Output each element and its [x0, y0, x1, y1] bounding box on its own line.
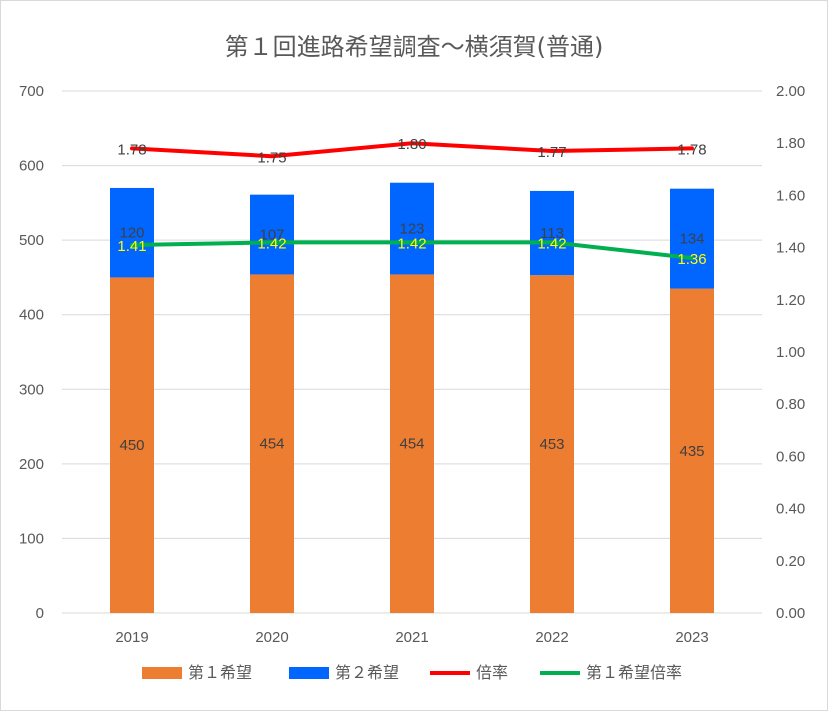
legend-label: 倍率	[476, 663, 508, 682]
y-right-tick-label: 0.40	[776, 501, 805, 518]
bar-first-choice-label: 454	[399, 436, 424, 453]
chart-title: 第１回進路希望調査～横須賀(普通)	[224, 33, 604, 61]
x-tick-label: 2019	[115, 629, 148, 646]
line-ratio	[130, 141, 694, 159]
line-ratio-label: 1.77	[537, 144, 566, 161]
line-first-ratio-label: 1.36	[677, 251, 706, 268]
bar-second-choice	[250, 194, 294, 275]
bar-second-choice	[530, 190, 574, 276]
y-left-tick-label: 500	[19, 232, 44, 249]
bar-first-choice	[250, 274, 294, 613]
bar-second-choice-label: 134	[679, 231, 704, 248]
line-first-ratio-label: 1.42	[257, 235, 286, 252]
y-left-tick-label: 300	[19, 381, 44, 398]
x-tick-label: 2021	[395, 629, 428, 646]
line-first-ratio-label: 1.41	[117, 238, 146, 255]
bar-second-choice	[390, 182, 434, 275]
bar-second-choice-label: 107	[259, 227, 284, 244]
x-tick-label: 2020	[255, 629, 288, 646]
bar-second-choice-label: 123	[399, 221, 424, 238]
line-ratio-label: 1.78	[117, 141, 146, 158]
x-tick-label: 2022	[535, 629, 568, 646]
y-left-tick-label: 400	[19, 307, 44, 324]
y-left-tick-label: 200	[19, 456, 44, 473]
legend-label: 第２希望	[335, 663, 399, 682]
bar-second-choice-label: 113	[540, 225, 564, 242]
legend-swatch	[142, 667, 182, 679]
legend-swatch	[289, 667, 329, 679]
y-right-tick-label: 0.60	[776, 448, 805, 465]
line-ratio-label: 1.75	[257, 149, 286, 166]
y-right-tick-label: 1.00	[776, 344, 805, 361]
y-right-tick-label: 1.20	[776, 292, 805, 309]
x-tick-label: 2023	[675, 629, 708, 646]
y-left-tick-label: 100	[19, 530, 44, 547]
line-first-ratio-label: 1.42	[397, 235, 426, 252]
bar-first-choice-label: 435	[679, 443, 704, 460]
bar-second-choice-label: 120	[119, 225, 144, 242]
bar-second-choice	[110, 187, 154, 278]
bar-first-choice-label: 453	[539, 436, 564, 453]
bar-first-choice-label: 454	[259, 436, 284, 453]
bar-first-choice	[670, 288, 714, 613]
legend-label: 第１希望倍率	[586, 663, 682, 682]
bar-first-choice-label: 450	[119, 437, 144, 454]
legend-label: 第１希望	[188, 663, 252, 682]
y-right-tick-label: 2.00	[776, 83, 805, 100]
line-ratio-label: 1.78	[677, 141, 706, 158]
line-first-ratio	[130, 240, 694, 261]
y-right-tick-label: 1.40	[776, 240, 805, 257]
y-right-tick-label: 1.80	[776, 135, 805, 152]
bar-first-choice	[390, 274, 434, 613]
y-right-tick-label: 0.00	[776, 605, 805, 622]
bar-first-choice	[110, 277, 154, 613]
line-ratio-label: 1.80	[397, 136, 426, 153]
y-left-tick-label: 700	[19, 83, 44, 100]
y-right-tick-label: 1.60	[776, 187, 805, 204]
y-left-tick-label: 0	[36, 605, 44, 622]
line-first-ratio-label: 1.42	[537, 235, 566, 252]
y-right-tick-label: 0.20	[776, 553, 805, 570]
y-right-tick-label: 0.80	[776, 396, 805, 413]
bar-first-choice	[530, 275, 574, 613]
bar-second-choice	[670, 188, 714, 289]
y-left-tick-label: 600	[19, 158, 44, 175]
